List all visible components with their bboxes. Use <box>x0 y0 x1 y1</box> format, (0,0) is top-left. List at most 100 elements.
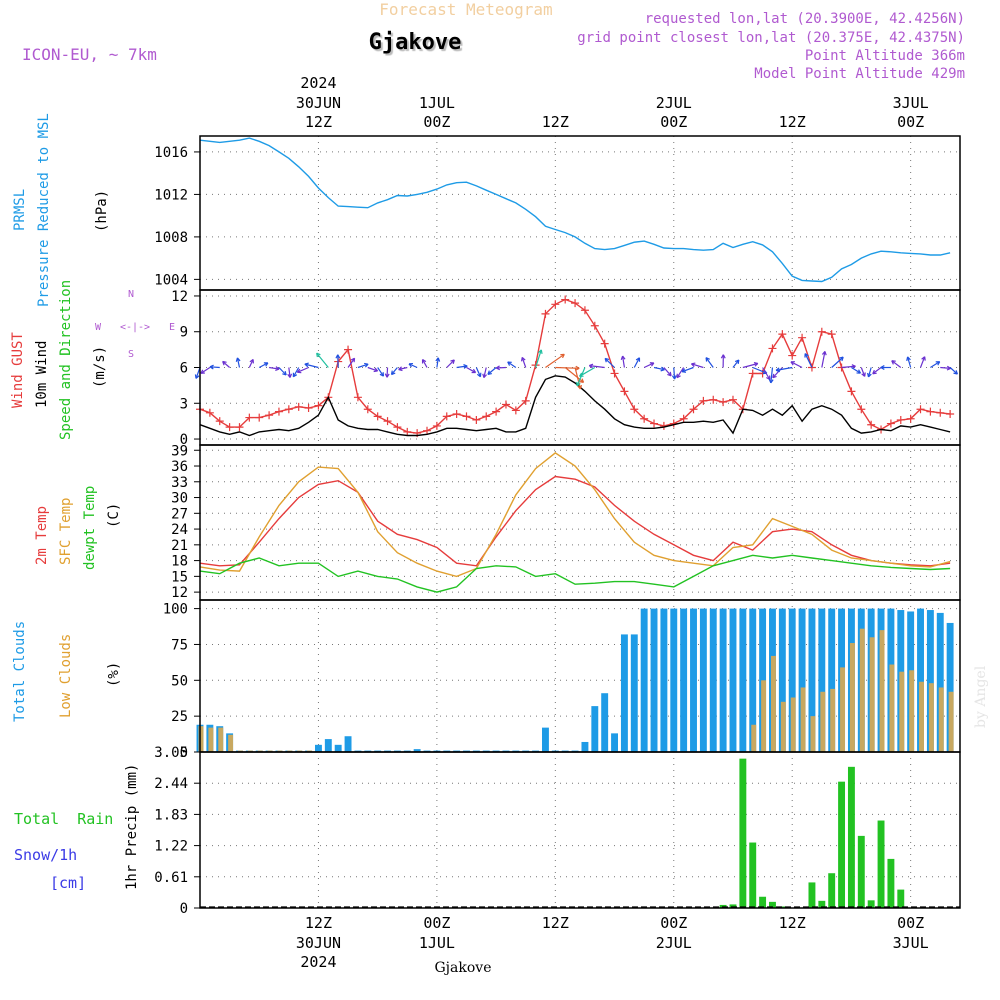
wind-arrow <box>891 360 902 368</box>
gust-marker <box>462 412 471 421</box>
compass-west-label: W <box>95 322 102 333</box>
low-cloud-bar <box>928 683 934 752</box>
gust-marker <box>432 421 441 430</box>
wind-arrow-head <box>495 365 501 371</box>
precip-bar <box>739 758 747 908</box>
wind-arrow <box>691 363 704 369</box>
top-time-label: 00Z <box>660 113 687 131</box>
total-cloud-bar <box>650 608 658 752</box>
wind-arrow <box>673 367 676 380</box>
gust-marker <box>255 413 264 422</box>
y-tick-label: 33 <box>171 475 188 491</box>
gust-marker <box>541 309 550 318</box>
series-line-dewpt-temp <box>199 554 951 593</box>
gust-marker <box>472 415 481 424</box>
wind-arrow <box>408 363 418 369</box>
gust-marker <box>284 405 293 414</box>
wind-arrow-head <box>560 353 565 359</box>
precip-bar <box>857 835 865 908</box>
wind-arrow-head <box>690 362 696 368</box>
y-tick-label: 12 <box>171 289 188 305</box>
temp-sfc-label: SFC Temp <box>58 498 74 565</box>
gust-marker <box>600 339 609 348</box>
total-cloud-bar <box>601 693 609 752</box>
gust-marker <box>501 400 510 409</box>
total-cloud-bar <box>690 608 697 752</box>
gust-marker <box>294 402 303 411</box>
precip-bar <box>808 882 816 908</box>
gust-marker <box>363 405 372 414</box>
low-cloud-bar <box>909 670 915 752</box>
gust-marker <box>817 327 826 336</box>
wind-arrow-head <box>364 362 369 368</box>
wind-arrow <box>732 359 740 368</box>
panel-frame <box>199 599 961 753</box>
gust-marker <box>788 351 797 360</box>
wind-arrow-head <box>635 357 641 362</box>
wind-arrow-head <box>867 372 872 378</box>
total-cloud-bar <box>808 608 816 752</box>
low-cloud-bar <box>770 655 776 752</box>
wind-arrow-head <box>588 363 594 369</box>
total-cloud-bar <box>739 608 747 752</box>
wind-arrow <box>860 367 866 377</box>
gust-marker <box>344 345 353 354</box>
wind-arrow-head <box>772 373 777 379</box>
gust-marker <box>827 330 836 339</box>
wind-arrow-head <box>384 373 390 378</box>
bottom-time-label: 00Z <box>660 914 687 932</box>
low-cloud-bar <box>948 691 954 752</box>
wind-arrow <box>377 367 384 377</box>
top-time-label: 2JUL <box>656 94 692 112</box>
wind-arrow-head <box>839 356 844 362</box>
gust-marker <box>728 395 737 404</box>
pressure-unit-label: (hPa) <box>94 190 110 232</box>
top-time-label: 12Z <box>305 113 332 131</box>
low-cloud-bar <box>218 727 224 752</box>
low-cloud-bar <box>208 727 214 752</box>
gust-marker <box>274 407 283 416</box>
gust-marker <box>857 405 866 414</box>
panel-0: 1004 1008 1012 1016 <box>154 135 961 291</box>
low-cloud-bar <box>859 628 865 752</box>
total-cloud-bar <box>798 608 806 752</box>
wind-10m-label: 10m Wind <box>34 341 50 408</box>
wind-arrow <box>930 361 941 369</box>
total-cloud-bar <box>324 739 332 752</box>
wind-arrow-head <box>579 378 585 383</box>
bottom-time-label: 12Z <box>779 914 806 932</box>
compass-north-label: N <box>128 289 134 300</box>
wind-arrow-head <box>292 372 298 378</box>
gust-marker <box>235 423 244 432</box>
y-tick-label: 24 <box>171 522 188 538</box>
wind-arrow <box>496 366 507 369</box>
y-tick-label: 18 <box>171 554 188 570</box>
compass-east-label: E <box>169 322 175 333</box>
low-cloud-bar <box>830 688 836 752</box>
wind-arrow <box>535 349 542 368</box>
wind-arrow-head <box>660 366 665 372</box>
wind-arrow <box>821 351 826 368</box>
wind-arrow <box>357 363 369 369</box>
wind-gust-label: Wind GUST <box>10 332 26 408</box>
gust-marker <box>936 408 945 417</box>
wind-arrow-head <box>935 361 941 366</box>
wind-arrow-head <box>463 364 468 369</box>
gust-marker <box>650 419 659 428</box>
low-cloud-bar <box>780 701 786 752</box>
y-tick-label: 6 <box>180 361 188 377</box>
bottom-time-label: 2024 <box>300 953 336 971</box>
y-tick-label: 1012 <box>154 187 188 203</box>
wind-arrow-head <box>861 372 866 377</box>
y-tick-label: 15 <box>171 569 188 585</box>
gust-marker <box>906 414 915 423</box>
y-tick-label: 1.22 <box>154 839 188 855</box>
y-tick-label: 50 <box>171 673 188 689</box>
y-tick-label: 3.05 <box>154 745 188 761</box>
wind-arrow <box>919 356 926 368</box>
low-cloud-bar <box>889 664 895 752</box>
wind-arrow <box>367 366 378 372</box>
y-tick-label: 36 <box>171 459 188 475</box>
top-time-label: 00Z <box>423 113 450 131</box>
gust-marker <box>630 405 639 414</box>
